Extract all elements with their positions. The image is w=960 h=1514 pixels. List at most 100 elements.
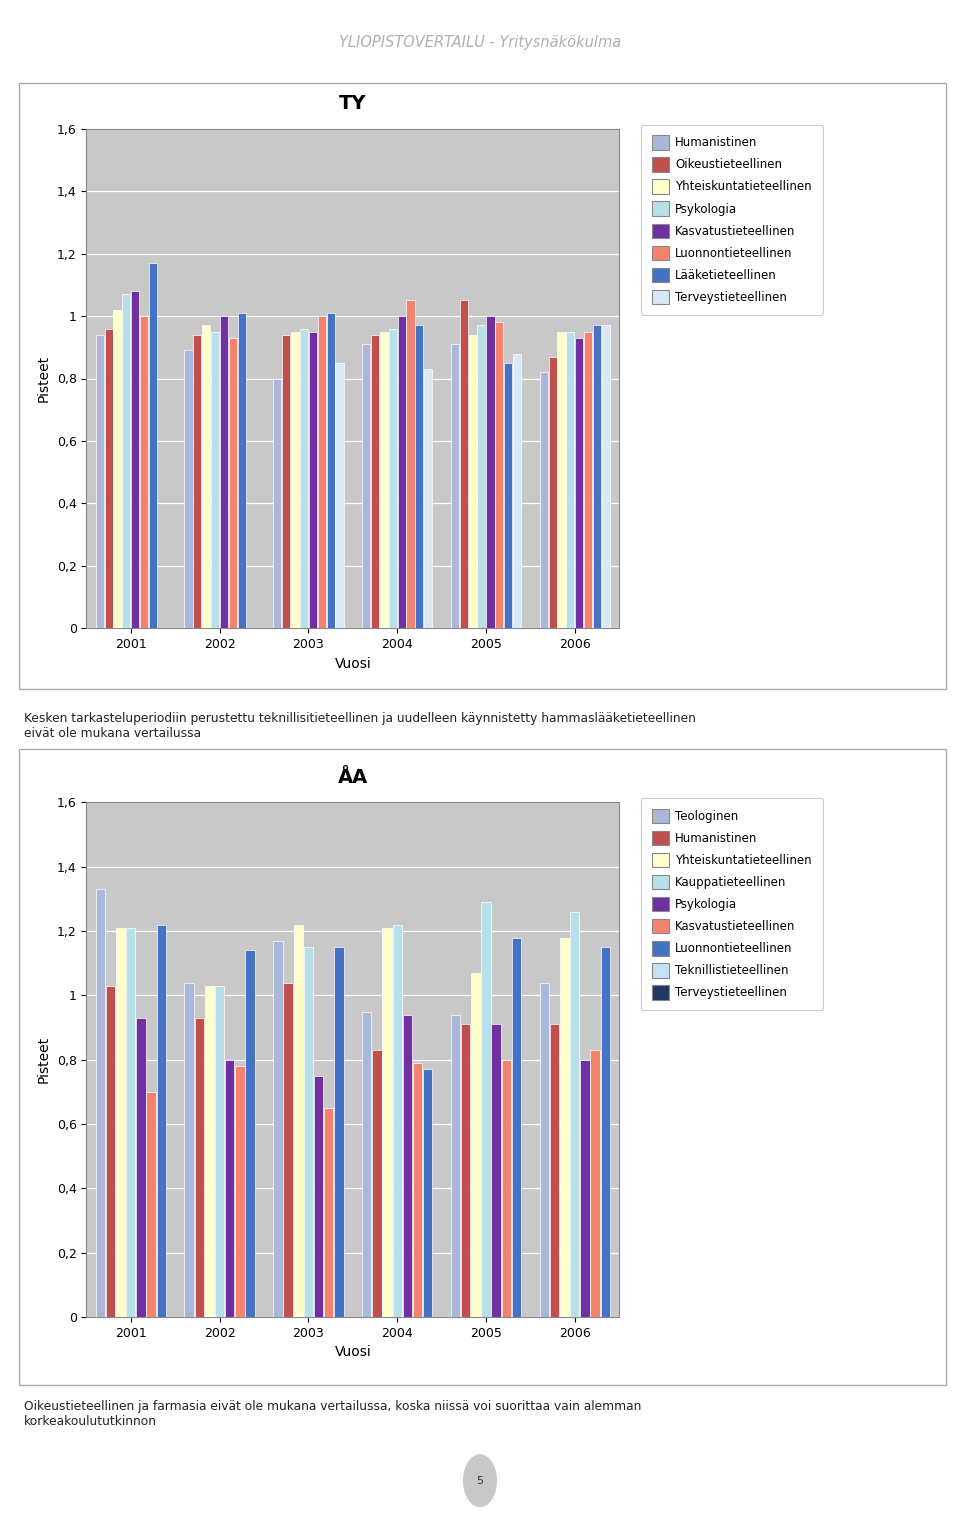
Bar [136,1017,146,1317]
Bar [282,335,290,628]
Bar [362,344,371,628]
Bar [204,986,214,1317]
Bar [326,313,335,628]
Text: Kesken tarkasteluperiodiin perustettu teknillisitieteellinen ja uudelleen käynni: Kesken tarkasteluperiodiin perustettu te… [24,712,696,739]
Bar [106,986,115,1317]
Bar [238,313,246,628]
Bar [492,1025,501,1317]
Bar [389,329,396,628]
Text: Oikeustieteellinen ja farmasia eivät ole mukana vertailussa, koska niissä voi su: Oikeustieteellinen ja farmasia eivät ole… [24,1400,641,1428]
Bar [113,310,122,628]
Bar [584,332,592,628]
Bar [416,326,423,628]
Bar [105,329,112,628]
Bar [246,951,254,1317]
Bar [184,983,194,1317]
Bar [504,363,513,628]
Bar [215,986,225,1317]
Bar [540,983,549,1317]
Bar [235,1066,245,1317]
Bar [471,974,481,1317]
Bar [548,357,557,628]
Bar [372,1051,381,1317]
Bar [468,335,477,628]
Bar [283,983,293,1317]
Bar [371,335,379,628]
Y-axis label: Pisteet: Pisteet [37,354,51,403]
Bar [560,937,569,1317]
Bar [211,332,219,628]
Bar [362,1011,372,1317]
Bar [274,378,281,628]
Bar [601,948,610,1317]
Bar [397,316,406,628]
Bar [335,363,344,628]
Bar [291,332,300,628]
Bar [461,1025,470,1317]
Bar [126,928,135,1317]
Bar [314,1076,324,1317]
Bar [132,291,139,628]
Bar [593,326,601,628]
Bar [558,332,565,628]
Bar [96,335,104,628]
Bar [477,326,486,628]
X-axis label: Vuosi: Vuosi [334,1346,372,1360]
Bar [203,326,210,628]
Bar [570,911,580,1317]
Bar [220,316,228,628]
Bar [424,369,432,628]
Bar [513,354,521,628]
Bar [423,1069,432,1317]
Text: YLIOPISTOVERTAILU - Yritysnäkökulma: YLIOPISTOVERTAILU - Yritysnäkökulma [339,35,621,50]
Bar [413,1063,422,1317]
Legend: Teologinen, Humanistinen, Yhteiskuntatieteellinen, Kauppatieteellinen, Psykologi: Teologinen, Humanistinen, Yhteiskuntatie… [641,798,823,1010]
Bar [274,940,282,1317]
Bar [140,316,148,628]
Bar [393,925,402,1317]
Bar [156,925,166,1317]
Bar [550,1025,559,1317]
Bar [487,316,494,628]
Bar [495,322,503,628]
Bar [380,332,388,628]
Bar [184,350,193,628]
Title: ÅA: ÅA [338,768,368,787]
Bar [225,1060,234,1317]
Bar [96,889,105,1317]
Bar [451,344,459,628]
Title: TY: TY [339,94,367,114]
Bar [580,1060,589,1317]
Bar [228,338,237,628]
Bar [193,335,202,628]
Bar [318,316,325,628]
Bar [590,1051,600,1317]
Bar [502,1060,511,1317]
Bar [602,326,610,628]
Bar [402,1014,412,1317]
Bar [334,948,344,1317]
Bar [566,332,574,628]
X-axis label: Vuosi: Vuosi [334,657,372,671]
Bar [512,937,521,1317]
Y-axis label: Pisteet: Pisteet [37,1036,51,1084]
Bar [122,294,131,628]
Bar [575,338,584,628]
Bar [149,263,157,628]
Text: 5: 5 [476,1476,484,1485]
Bar [147,1092,156,1317]
Bar [309,332,317,628]
Bar [324,1108,333,1317]
Bar [540,372,548,628]
Bar [116,928,126,1317]
Bar [300,329,308,628]
Bar [294,925,303,1317]
Bar [303,948,313,1317]
Bar [195,1017,204,1317]
Bar [460,300,468,628]
Legend: Humanistinen, Oikeustieteellinen, Yhteiskuntatieteellinen, Psykologia, Kasvatust: Humanistinen, Oikeustieteellinen, Yhteis… [641,124,823,315]
Bar [451,1014,460,1317]
Bar [406,300,415,628]
Bar [481,902,491,1317]
Bar [382,928,392,1317]
